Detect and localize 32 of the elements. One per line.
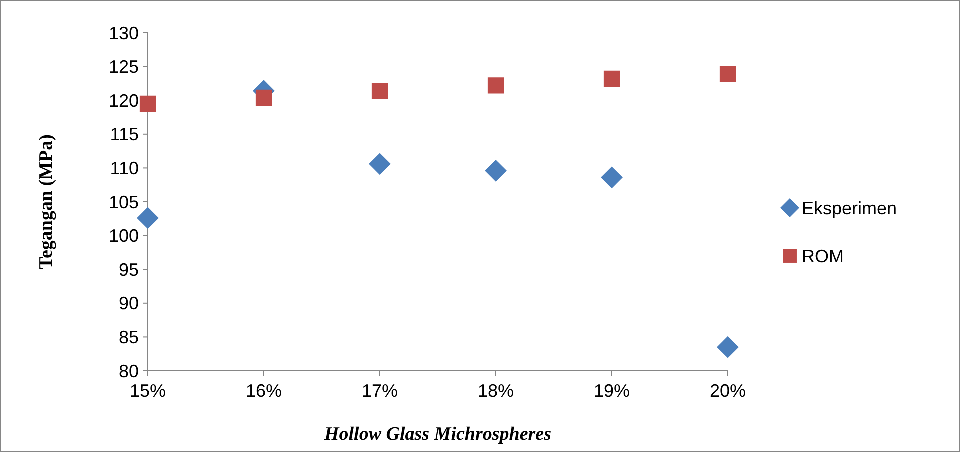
point — [369, 153, 391, 176]
legend-label: Eksperimen — [802, 198, 898, 218]
point — [604, 70, 620, 88]
point — [256, 90, 272, 106]
y-axis-title: Tegangan (MPa) — [36, 134, 57, 270]
y-tick-label: 95 — [118, 260, 139, 280]
y-tick-label: 110 — [110, 158, 139, 178]
x-tick-label: 20% — [710, 381, 746, 401]
legend-label: ROM — [802, 246, 844, 266]
x-tick-label: 18% — [478, 381, 514, 401]
point — [137, 207, 159, 230]
x-tick-label: 17% — [362, 381, 398, 401]
y-tick-label: 120 — [108, 90, 139, 111]
point — [601, 166, 623, 189]
y-tick-label: 115 — [110, 124, 139, 145]
x-tick-label: 19% — [594, 381, 630, 401]
y-tick-label: 90 — [118, 294, 139, 314]
point — [140, 96, 156, 112]
x-tick-label: 15% — [130, 381, 166, 401]
y-tick-label: 125 — [108, 57, 139, 78]
y-tick-label: 80 — [118, 361, 139, 382]
point — [488, 78, 504, 94]
point — [717, 336, 739, 358]
y-tick-label: 85 — [118, 328, 139, 348]
x-axis-title: Hollow Glass Michrospheres — [324, 424, 552, 445]
point — [720, 66, 736, 82]
point — [372, 83, 388, 100]
y-tick-label: 100 — [108, 226, 139, 246]
point — [485, 160, 507, 182]
y-tick-label: 130 — [108, 23, 139, 44]
x-tick-label: 16% — [246, 381, 282, 401]
y-tick-label: 105 — [108, 192, 139, 212]
